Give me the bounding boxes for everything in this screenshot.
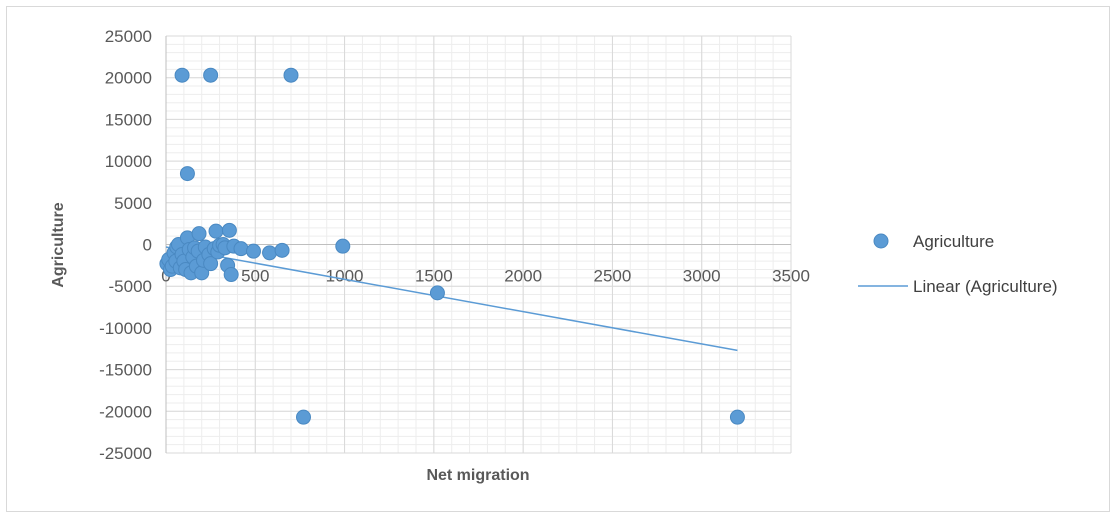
x-tick-label: 1500	[415, 267, 453, 286]
y-tick-label: 0	[143, 236, 152, 255]
y-tick-label: 25000	[105, 27, 152, 46]
data-point	[246, 243, 261, 259]
y-tick-label: 20000	[105, 69, 152, 88]
x-tick-label: 500	[241, 267, 269, 286]
x-tick-label: 1000	[326, 267, 364, 286]
data-point	[274, 242, 290, 258]
axes	[165, 36, 791, 453]
trendline	[165, 246, 738, 352]
data-points	[159, 67, 745, 425]
y-axis-title: Agriculture	[50, 202, 67, 287]
x-tick-label: 3500	[772, 267, 810, 286]
y-tick-label: -15000	[99, 361, 152, 380]
legend: Agriculture Linear (Agriculture)	[858, 232, 1058, 296]
data-point	[335, 238, 351, 254]
y-tick-label: 10000	[105, 152, 152, 171]
data-point	[208, 223, 224, 239]
y-tick-labels: 25000 20000 15000 10000 5000 0 -5000 -10000 -150…	[99, 27, 152, 463]
legend-label-trend: Linear (Agriculture)	[913, 277, 1058, 296]
data-point	[203, 256, 219, 272]
data-point	[179, 166, 195, 182]
legend-label-agriculture: Agriculture	[913, 232, 994, 251]
data-point	[203, 67, 219, 83]
y-tick-label: -10000	[99, 319, 152, 338]
data-point	[296, 409, 311, 425]
x-axis-title: Net migration	[426, 467, 529, 484]
data-point	[191, 226, 207, 242]
data-point	[283, 67, 299, 83]
data-point	[174, 67, 190, 83]
data-point	[221, 222, 237, 238]
data-point	[223, 267, 239, 283]
y-tick-label: -25000	[99, 444, 152, 463]
trendline-group	[165, 246, 738, 352]
y-tick-label: 5000	[114, 194, 152, 213]
x-tick-label: 2500	[594, 267, 632, 286]
x-tick-label: 0	[161, 267, 170, 286]
legend-marker-agriculture	[873, 233, 889, 249]
data-point	[429, 285, 445, 301]
y-tick-label: -20000	[99, 402, 152, 421]
y-tick-label: 15000	[105, 110, 152, 129]
x-tick-label: 2000	[504, 267, 542, 286]
data-point	[262, 245, 278, 261]
x-tick-label: 3000	[683, 267, 721, 286]
data-point	[729, 409, 745, 425]
y-tick-label: -5000	[109, 277, 152, 296]
data-point	[233, 241, 249, 257]
